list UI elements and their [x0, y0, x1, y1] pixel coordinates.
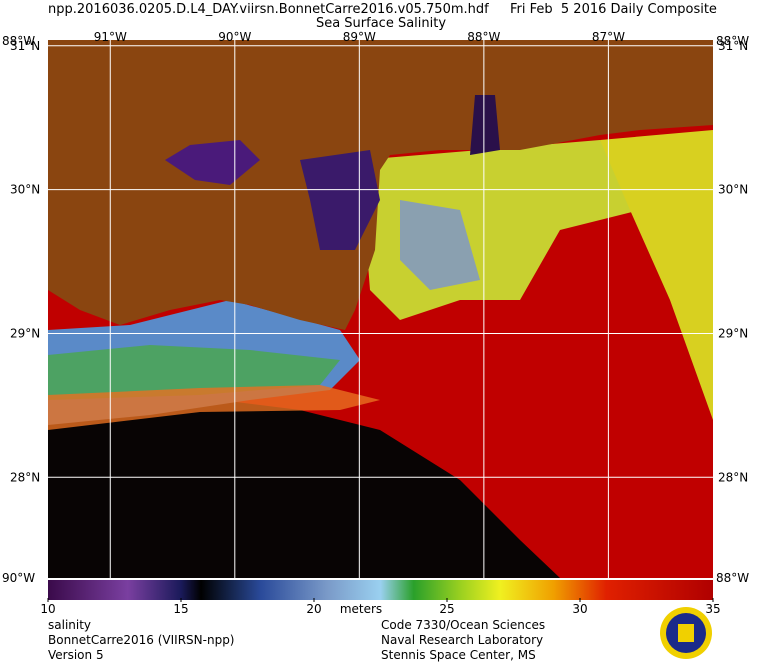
- corner-label: 90°W: [2, 571, 35, 585]
- footer-left: Version 5: [48, 648, 104, 662]
- lat-label: 29°N: [10, 326, 40, 340]
- footer-left: salinity: [48, 618, 91, 632]
- corner-label: 88°W: [716, 34, 749, 48]
- map: [48, 40, 713, 578]
- east-band: [600, 130, 713, 420]
- colorbar-tick-label: 35: [705, 602, 720, 616]
- colorbar-tick-label: 30: [572, 602, 587, 616]
- lat-label: 30°N: [10, 183, 40, 197]
- colorbar-tick-label: 25: [439, 602, 454, 616]
- lon-label: 90°W: [218, 30, 251, 44]
- lat-label: 28°N: [10, 470, 40, 484]
- file-name: npp.2016036.0205.D.L4_DAY.viirsn.BonnetC…: [48, 2, 489, 17]
- corner-label: 88°W: [2, 34, 35, 48]
- lon-label: 88°W: [467, 30, 500, 44]
- low-salinity-dark: [48, 400, 560, 578]
- footer-right: Code 7330/Ocean Sciences: [381, 618, 545, 632]
- bay: [470, 95, 500, 155]
- lat-label: 28°N: [718, 470, 748, 484]
- lake: [300, 150, 380, 250]
- corner-label: 88°W: [716, 571, 749, 585]
- orange-band: [48, 385, 380, 430]
- land: [48, 40, 713, 330]
- lon-label: 87°W: [592, 30, 625, 44]
- lat-label: 31°N: [718, 39, 748, 53]
- green-band: [48, 345, 340, 400]
- colorbar-tick-label: 10: [40, 602, 55, 616]
- lat-label: 31°N: [10, 39, 40, 53]
- lon-label: 89°W: [343, 30, 376, 44]
- footer-right: Stennis Space Center, MS: [381, 648, 536, 662]
- colorbar-unit: meters: [340, 602, 382, 616]
- footer-right: Naval Research Laboratory: [381, 633, 543, 647]
- lake: [165, 140, 260, 185]
- lat-label: 29°N: [718, 326, 748, 340]
- colorbar: [48, 580, 713, 600]
- colorbar-tick-label: 20: [306, 602, 321, 616]
- colorbar-tick-label: 15: [173, 602, 188, 616]
- lat-label: 30°N: [718, 183, 748, 197]
- graticule: [48, 40, 713, 578]
- nrl-logo: [660, 607, 712, 659]
- title: Sea Surface Salinity: [316, 16, 446, 31]
- date: Fri Feb 5 2016 Daily Composite: [510, 2, 717, 17]
- plume-core: [400, 200, 480, 290]
- lon-label: 91°W: [94, 30, 127, 44]
- footer-left: BonnetCarre2016 (VIIRSN-npp): [48, 633, 235, 647]
